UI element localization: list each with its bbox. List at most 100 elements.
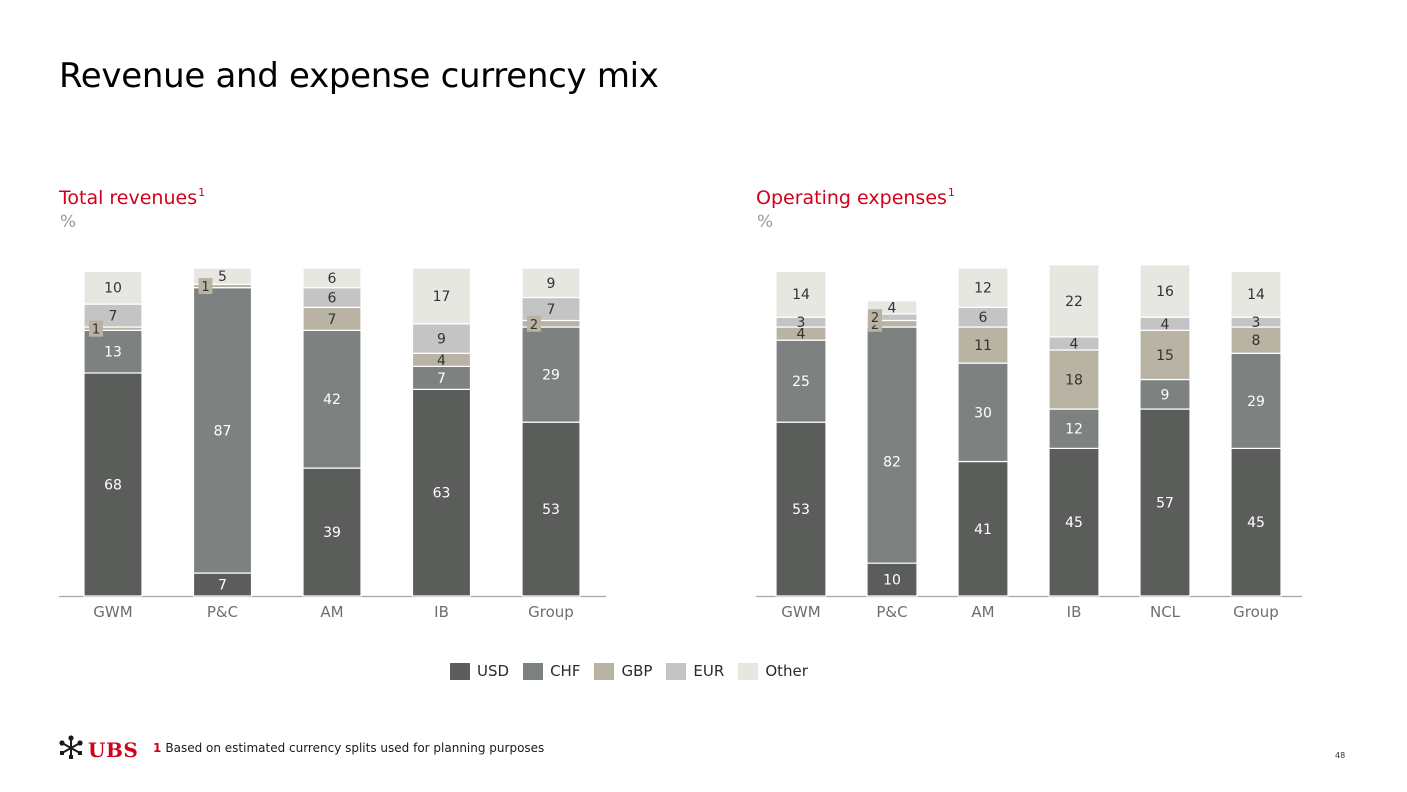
expenses-label-ncl-chf: 9 (1161, 387, 1170, 403)
expenses-bar-am-gbp (957, 326, 1009, 364)
legend-label-chf: CHF (550, 662, 581, 680)
revenues-bar-am-usd (302, 467, 362, 597)
revenues-tick-gwm: GWM (93, 603, 132, 621)
expenses-label-gwm-chf: 25 (792, 374, 810, 390)
expenses-label-group-usd: 45 (1247, 515, 1265, 531)
revenues-label-am-chf: 42 (323, 392, 341, 408)
expenses-bar-ib-gbp (1048, 349, 1100, 410)
revenues-bar-gwm-other (83, 270, 143, 305)
expenses-label-ncl-other: 16 (1156, 284, 1174, 300)
expenses-label-group-gbp: 8 (1252, 333, 1261, 349)
expenses-bar-ib-chf (1048, 408, 1100, 450)
chart-legend: USD CHF GBP EUR Other (450, 660, 808, 682)
expenses-tick-ib: IB (1067, 603, 1082, 621)
expenses-bar-gwm-chf (775, 339, 827, 423)
expenses-label-ib-other: 22 (1065, 294, 1083, 310)
expenses-bar-gwm-other (775, 270, 827, 318)
ubs-logo: UBS (58, 735, 138, 765)
legend-label-gbp: GBP (621, 662, 653, 680)
expenses-title-footnote-ref: 1 (947, 186, 955, 199)
expenses-label-ncl-eur: 4 (1161, 317, 1170, 333)
revenues-label-group-other: 9 (547, 276, 556, 292)
revenues-label-ib-gbp: 4 (437, 353, 446, 369)
expenses-tick-am: AM (971, 603, 994, 621)
expenses-bar-ncl-gbp (1139, 329, 1191, 381)
expenses-bar-p-c-chf (866, 326, 918, 597)
revenues-label-ib-usd: 63 (433, 486, 451, 502)
page-title: Revenue and expense currency mix (59, 56, 659, 96)
revenues-label-am-usd: 39 (323, 525, 341, 541)
revenues-label-gwm-eur: 7 (109, 309, 118, 325)
revenues-unit-label: % (60, 212, 77, 232)
expenses-label-am-eur: 6 (979, 310, 988, 326)
expenses-label-gwm-gbp: 4 (797, 327, 806, 343)
footnote-marker: 1 (153, 741, 162, 755)
expenses-bar-am-other (957, 267, 1009, 308)
revenues-bar-ib-other (411, 267, 472, 325)
revenues-bar-group-chf (521, 326, 581, 423)
revenues-title-text: Total revenues (59, 187, 198, 209)
ubs-keys-icon (58, 735, 84, 765)
revenues-tag-p-c-gbp (198, 278, 213, 295)
expenses-bar-ib-other (1048, 264, 1100, 338)
expenses-tick-gwm: GWM (781, 603, 820, 621)
revenues-label-am-gbp: 7 (328, 312, 337, 328)
expenses-label-gwm-eur: 3 (797, 315, 806, 331)
revenues-label-group-usd: 53 (542, 502, 560, 518)
footnote-text: Based on estimated currency splits used … (165, 741, 545, 755)
revenues-label-am-eur: 6 (328, 291, 337, 307)
revenues-bar-am-other (302, 267, 362, 289)
footnote: 1 Based on estimated currency splits used… (153, 741, 544, 755)
expenses-bar-ncl-other (1139, 264, 1191, 318)
expenses-label-ib-gbp: 18 (1065, 373, 1083, 389)
legend-swatch-other (738, 662, 759, 680)
expenses-label-p-c-chf: 82 (883, 455, 901, 471)
revenues-label-ib-other: 17 (433, 289, 451, 305)
expenses-bar-p-c-usd (866, 562, 918, 597)
legend-item-other: Other (738, 662, 808, 680)
legend-label-other: Other (765, 662, 808, 680)
legend-swatch-usd (450, 662, 470, 680)
expenses-title-text: Operating expenses (756, 187, 947, 209)
expenses-unit-label: % (757, 212, 774, 232)
revenues-label-gwm-gbp: 1 (92, 323, 100, 338)
revenues-bar-group-usd (521, 421, 581, 597)
expenses-label-am-usd: 41 (974, 522, 992, 538)
expenses-label-am-other: 12 (974, 281, 992, 297)
revenues-chart-title: Total revenues1 (59, 186, 205, 209)
revenues-tick-group: Group (528, 603, 574, 621)
expenses-bar-group-other (1230, 270, 1282, 318)
expenses-label-gwm-usd: 53 (792, 502, 810, 518)
revenues-label-gwm-usd: 68 (104, 477, 122, 493)
revenues-tick-ib: IB (434, 603, 449, 621)
expenses-label-ib-chf: 12 (1065, 422, 1083, 438)
expenses-bar-group-gbp (1230, 326, 1282, 354)
expenses-label-p-c-other: 4 (888, 300, 897, 316)
legend-swatch-gbp (594, 662, 615, 680)
revenues-bar-gwm-usd (83, 372, 143, 597)
revenues-label-p-c-gbp: 1 (201, 280, 209, 295)
revenues-label-gwm-chf: 13 (104, 345, 122, 361)
expenses-label-ncl-gbp: 15 (1156, 348, 1174, 364)
revenues-tag-gwm-gbp (89, 320, 103, 337)
expenses-bar-am-chf (957, 362, 1009, 463)
expenses-label-am-gbp: 11 (974, 338, 992, 354)
legend-item-usd: USD (450, 662, 509, 680)
legend-item-gbp: GBP (594, 662, 652, 680)
ubs-wordmark: UBS (88, 738, 139, 762)
expenses-label-p-c-usd: 10 (883, 573, 901, 589)
revenues-label-group-gbp: 2 (530, 318, 538, 333)
expenses-label-group-other: 14 (1247, 287, 1265, 303)
page-number: 48 (1335, 751, 1346, 760)
revenues-tick-p-c: P&C (207, 603, 238, 621)
expenses-label-ib-usd: 45 (1065, 515, 1083, 531)
expenses-bar-ncl-chf (1139, 378, 1191, 410)
revenues-bar-ib-eur (411, 323, 472, 354)
expenses-bar-gwm-usd (775, 421, 827, 597)
revenues-label-ib-eur: 9 (437, 332, 446, 348)
revenues-title-footnote-ref: 1 (198, 186, 206, 199)
expenses-tick-group: Group (1233, 603, 1279, 621)
expenses-label-gwm-other: 14 (792, 287, 810, 303)
expenses-label-am-chf: 30 (974, 405, 992, 421)
